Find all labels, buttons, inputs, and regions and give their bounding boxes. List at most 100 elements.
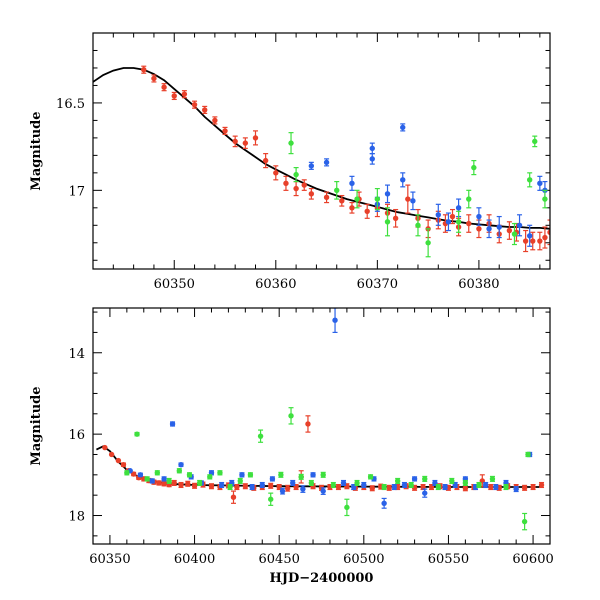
data-point bbox=[466, 189, 472, 209]
data-point bbox=[332, 308, 338, 334]
data-point bbox=[237, 477, 243, 484]
x-tick-label: 60500 bbox=[343, 552, 384, 567]
data-marker bbox=[262, 157, 269, 164]
data-point bbox=[547, 219, 550, 246]
data-point bbox=[161, 83, 167, 92]
data-marker bbox=[538, 482, 545, 488]
data-point bbox=[401, 481, 408, 489]
data-point bbox=[171, 91, 177, 101]
data-point bbox=[400, 172, 406, 188]
data-point bbox=[308, 479, 315, 487]
data-point bbox=[288, 132, 294, 155]
data-marker bbox=[526, 233, 533, 239]
data-marker bbox=[476, 226, 482, 232]
data-marker bbox=[386, 485, 392, 491]
data-marker bbox=[521, 518, 528, 525]
data-point bbox=[471, 160, 477, 176]
data-point bbox=[335, 483, 342, 491]
x-tick-label: 60400 bbox=[174, 552, 215, 567]
data-marker bbox=[354, 480, 360, 486]
data-point bbox=[144, 476, 150, 482]
data-marker bbox=[486, 226, 492, 232]
x-tick-label: 60350 bbox=[89, 552, 130, 567]
data-marker bbox=[410, 198, 416, 204]
data-marker bbox=[466, 220, 472, 227]
data-marker bbox=[242, 140, 249, 146]
data-marker bbox=[522, 238, 529, 244]
data-point bbox=[178, 461, 184, 468]
data-point bbox=[415, 214, 421, 237]
data-point bbox=[134, 431, 140, 437]
data-marker bbox=[283, 180, 289, 187]
data-marker bbox=[525, 451, 531, 458]
data-point bbox=[239, 472, 245, 478]
data-point bbox=[486, 219, 492, 239]
data-marker bbox=[381, 500, 387, 507]
data-point bbox=[298, 473, 304, 480]
data-point bbox=[257, 429, 264, 443]
data-marker bbox=[521, 485, 528, 491]
data-point bbox=[268, 482, 274, 489]
data-marker bbox=[208, 470, 215, 476]
data-marker bbox=[422, 476, 428, 482]
data-marker bbox=[496, 224, 502, 230]
data-point bbox=[242, 137, 249, 149]
data-marker bbox=[340, 480, 347, 486]
data-marker bbox=[408, 482, 414, 488]
data-point bbox=[482, 481, 489, 489]
data-marker bbox=[290, 480, 296, 486]
data-point bbox=[462, 485, 469, 492]
data-marker bbox=[227, 484, 233, 490]
data-point bbox=[521, 484, 528, 491]
data-point bbox=[149, 478, 155, 484]
data-marker bbox=[207, 474, 213, 480]
plot-area bbox=[93, 65, 550, 258]
data-point bbox=[340, 479, 347, 487]
data-point bbox=[191, 482, 198, 489]
data-point bbox=[120, 461, 127, 468]
data-point bbox=[284, 484, 291, 492]
data-marker bbox=[120, 461, 127, 468]
data-point bbox=[308, 161, 315, 170]
y-tick-label: 14 bbox=[68, 347, 85, 362]
data-marker bbox=[154, 470, 161, 476]
data-point bbox=[242, 483, 249, 490]
data-point bbox=[344, 498, 350, 517]
data-marker bbox=[242, 483, 249, 489]
data-point bbox=[278, 471, 284, 478]
data-point bbox=[273, 165, 279, 181]
data-point bbox=[381, 497, 387, 509]
data-marker bbox=[323, 194, 330, 201]
data-point bbox=[476, 481, 482, 489]
data-marker bbox=[361, 482, 367, 488]
data-marker bbox=[269, 476, 276, 482]
top-light-curve-panel: 60350 60360 60370 60380 16.5 17 Magnitude bbox=[29, 32, 551, 292]
data-point bbox=[252, 130, 259, 146]
data-point bbox=[108, 451, 115, 458]
data-point bbox=[435, 203, 441, 226]
data-marker bbox=[513, 486, 519, 492]
data-point bbox=[308, 187, 315, 200]
data-point bbox=[489, 475, 496, 482]
data-point bbox=[176, 468, 183, 474]
data-marker bbox=[185, 481, 191, 487]
data-marker bbox=[532, 138, 538, 145]
data-marker bbox=[161, 476, 167, 482]
data-marker bbox=[169, 421, 176, 427]
data-marker bbox=[335, 484, 342, 490]
data-point bbox=[288, 407, 294, 425]
data-point bbox=[442, 483, 448, 491]
data-marker bbox=[202, 107, 208, 113]
data-point bbox=[269, 476, 276, 482]
data-marker bbox=[537, 180, 543, 187]
x-tick-label: 60380 bbox=[458, 277, 499, 292]
data-point bbox=[330, 481, 337, 489]
data-marker bbox=[349, 205, 355, 211]
data-marker bbox=[420, 484, 426, 490]
data-point bbox=[320, 471, 326, 478]
data-point bbox=[374, 187, 381, 211]
data-marker bbox=[411, 476, 418, 482]
data-point bbox=[449, 477, 455, 484]
data-marker bbox=[288, 413, 294, 419]
